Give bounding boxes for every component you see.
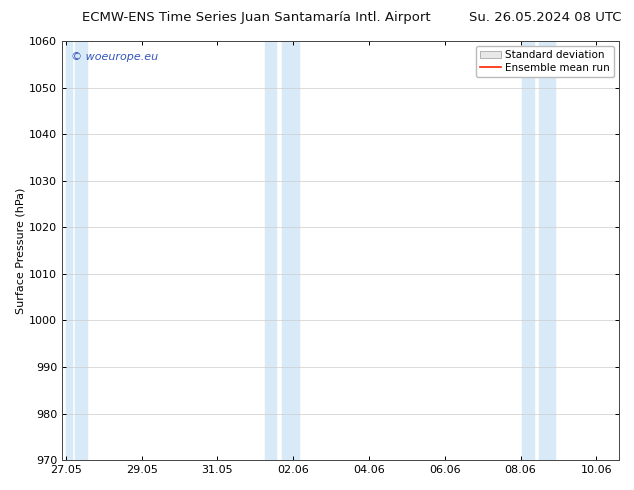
Bar (282, 41, 299, 460)
Text: ECMW-ENS Time Series Juan Santamaría Intl. Airport: ECMW-ENS Time Series Juan Santamaría Int… (82, 11, 431, 24)
Text: © woeurope.eu: © woeurope.eu (70, 51, 158, 62)
Y-axis label: Surface Pressure (hPa): Surface Pressure (hPa) (15, 187, 25, 314)
Bar (540, 41, 555, 460)
Bar (522, 41, 534, 460)
Text: Su. 26.05.2024 08 UTC: Su. 26.05.2024 08 UTC (469, 11, 621, 24)
Legend: Standard deviation, Ensemble mean run: Standard deviation, Ensemble mean run (476, 46, 614, 76)
Bar (265, 41, 276, 460)
Bar (75, 41, 87, 460)
Bar (66, 41, 72, 460)
